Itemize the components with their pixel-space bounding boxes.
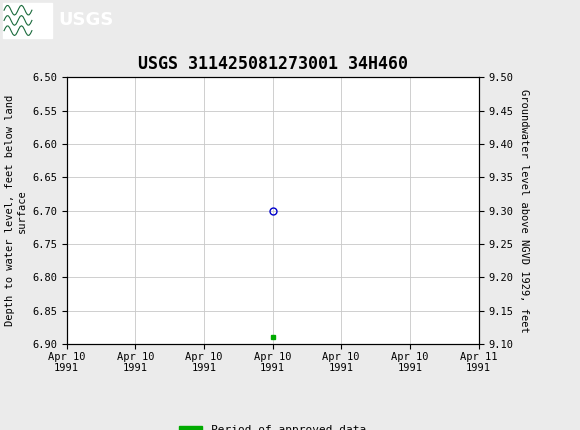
Text: USGS: USGS [58, 12, 113, 29]
Title: USGS 311425081273001 34H460: USGS 311425081273001 34H460 [137, 55, 408, 73]
Y-axis label: Groundwater level above NGVD 1929, feet: Groundwater level above NGVD 1929, feet [519, 89, 529, 332]
Bar [3, 3, 52, 37]
Legend: Period of approved data: Period of approved data [175, 421, 370, 430]
Y-axis label: Depth to water level, feet below land
surface: Depth to water level, feet below land su… [5, 95, 27, 326]
